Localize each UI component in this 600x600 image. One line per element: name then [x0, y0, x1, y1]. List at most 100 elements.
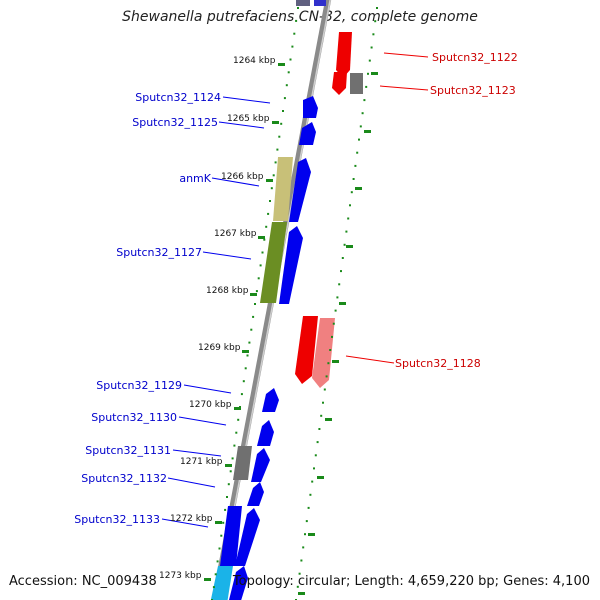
- tick-label: 1271 kbp: [180, 457, 223, 467]
- guide-dot: [354, 164, 357, 167]
- guide-dot: [237, 418, 240, 421]
- guide-dot: [314, 454, 317, 457]
- scale-tick: [234, 407, 241, 410]
- tick-label: 1270 kbp: [189, 400, 232, 410]
- guide-dot: [212, 586, 215, 589]
- guide-dot: [226, 496, 228, 498]
- gene-sputcn32-1130-shape: [257, 420, 274, 446]
- guide-dot: [216, 560, 219, 563]
- guide-dot: [300, 559, 303, 562]
- gene-sputcn32-1123-grey-shape: [350, 73, 363, 94]
- guide-dot: [235, 431, 238, 434]
- gene-label-sputcn32-1125[interactable]: Sputcn32_1125: [132, 116, 218, 129]
- gene-label-sputcn32-1133[interactable]: Sputcn32_1133: [74, 513, 160, 526]
- guide-dot: [323, 388, 326, 391]
- guide-dot: [322, 401, 324, 404]
- scale-tick: [325, 418, 332, 421]
- guide-dot: [358, 138, 360, 141]
- guide-dot: [272, 174, 275, 177]
- guide-dot: [374, 20, 377, 23]
- gene-sputcn32-1133-blue2-shape: [235, 508, 260, 566]
- guide-dot: [224, 508, 227, 511]
- guide-dot: [334, 309, 337, 312]
- gene-sputcn32-1129-shape: [262, 388, 279, 412]
- gene-label-anmk[interactable]: anmK: [179, 172, 211, 185]
- guide-dot: [222, 521, 225, 524]
- guide-dot: [327, 362, 330, 365]
- guide-dot: [372, 33, 375, 36]
- guide-dot: [325, 375, 328, 378]
- guide-dot: [350, 191, 353, 194]
- guide-dot: [345, 230, 348, 233]
- guide-dot: [340, 270, 342, 273]
- gene-label-sputcn32-1129[interactable]: Sputcn32_1129: [96, 379, 182, 392]
- guide-dot: [265, 225, 268, 228]
- scale-tick: [278, 63, 285, 66]
- guide-dot: [368, 59, 371, 62]
- guide-dot: [343, 243, 346, 246]
- leader-sputcn32-1129: [183, 384, 232, 394]
- scale-tick: [364, 130, 371, 133]
- guide-dot: [280, 122, 283, 125]
- gene-label-sputcn32-1132[interactable]: Sputcn32_1132: [81, 472, 167, 485]
- guide-dot: [267, 212, 270, 215]
- guide-dot: [341, 257, 344, 259]
- gene-label-sputcn32-1131[interactable]: Sputcn32_1131: [85, 444, 171, 457]
- gene-label-sputcn32-1124[interactable]: Sputcn32_1124: [135, 91, 221, 104]
- tick-label: 1266 kbp: [221, 172, 264, 182]
- guide-dot: [261, 251, 264, 254]
- guide-dot: [229, 470, 232, 473]
- guide-dot: [352, 178, 355, 180]
- gene-sputcn32-1132-shape: [247, 482, 264, 506]
- guide-dot: [293, 32, 296, 35]
- scale-ticks: [204, 63, 378, 595]
- map-title: Shewanella putrefaciens CN-32, complete …: [122, 9, 478, 25]
- guide-dot: [257, 277, 260, 280]
- guide-dot: [291, 45, 294, 48]
- guide-dot: [304, 533, 306, 536]
- scale-tick: [298, 592, 305, 595]
- guide-dot: [297, 7, 299, 9]
- guide-dot: [313, 467, 315, 470]
- gene-label-sputcn32-1130[interactable]: Sputcn32_1130: [91, 411, 177, 424]
- leader-sputcn32-1123: [379, 85, 429, 91]
- scale-tick: [272, 121, 279, 124]
- leader-sputcn32-1131: [172, 449, 222, 457]
- scale-tick: [215, 521, 222, 524]
- scale-tick: [317, 476, 324, 479]
- guide-dot: [269, 200, 271, 202]
- scale-tick: [346, 245, 353, 248]
- guide-dot: [356, 151, 359, 154]
- guide-dot: [336, 296, 339, 299]
- leader-sputcn32-1124: [222, 96, 271, 104]
- guide-dot: [276, 148, 279, 151]
- guide-dot: [316, 441, 319, 444]
- gene-sputcn32-1127-olive-shape: [260, 222, 287, 303]
- guide-dot: [244, 367, 247, 370]
- gene-label-sputcn32-1128[interactable]: Sputcn32_1128: [395, 357, 481, 370]
- leader-sputcn32-1128: [345, 355, 395, 364]
- guide-dot: [298, 572, 301, 575]
- guide-dot: [307, 506, 310, 509]
- gene-sputcn32-1131-blue-shape: [251, 448, 270, 482]
- gene-label-sputcn32-1122[interactable]: Sputcn32_1122: [432, 51, 518, 64]
- partial-feature-top-blue: [314, 0, 326, 6]
- guide-dot: [359, 125, 362, 128]
- guide-dot: [274, 161, 277, 164]
- leader-sputcn32-1132: [167, 477, 216, 488]
- scale-tick: [204, 578, 211, 581]
- scale-tick: [250, 293, 257, 296]
- guide-dot: [227, 483, 230, 486]
- leader-sputcn32-1133: [161, 518, 209, 528]
- guide-dot: [220, 534, 223, 537]
- guide-dot: [347, 217, 350, 220]
- scale-tick: [308, 533, 315, 536]
- gene-label-sputcn32-1123[interactable]: Sputcn32_1123: [430, 84, 516, 97]
- guide-dot: [376, 7, 378, 9]
- gene-blue-bottom-shape: [229, 566, 248, 600]
- guide-dot: [270, 187, 273, 190]
- gene-label-sputcn32-1127[interactable]: Sputcn32_1127: [116, 246, 202, 259]
- tick-label: 1269 kbp: [198, 343, 241, 353]
- guide-dot: [329, 349, 332, 351]
